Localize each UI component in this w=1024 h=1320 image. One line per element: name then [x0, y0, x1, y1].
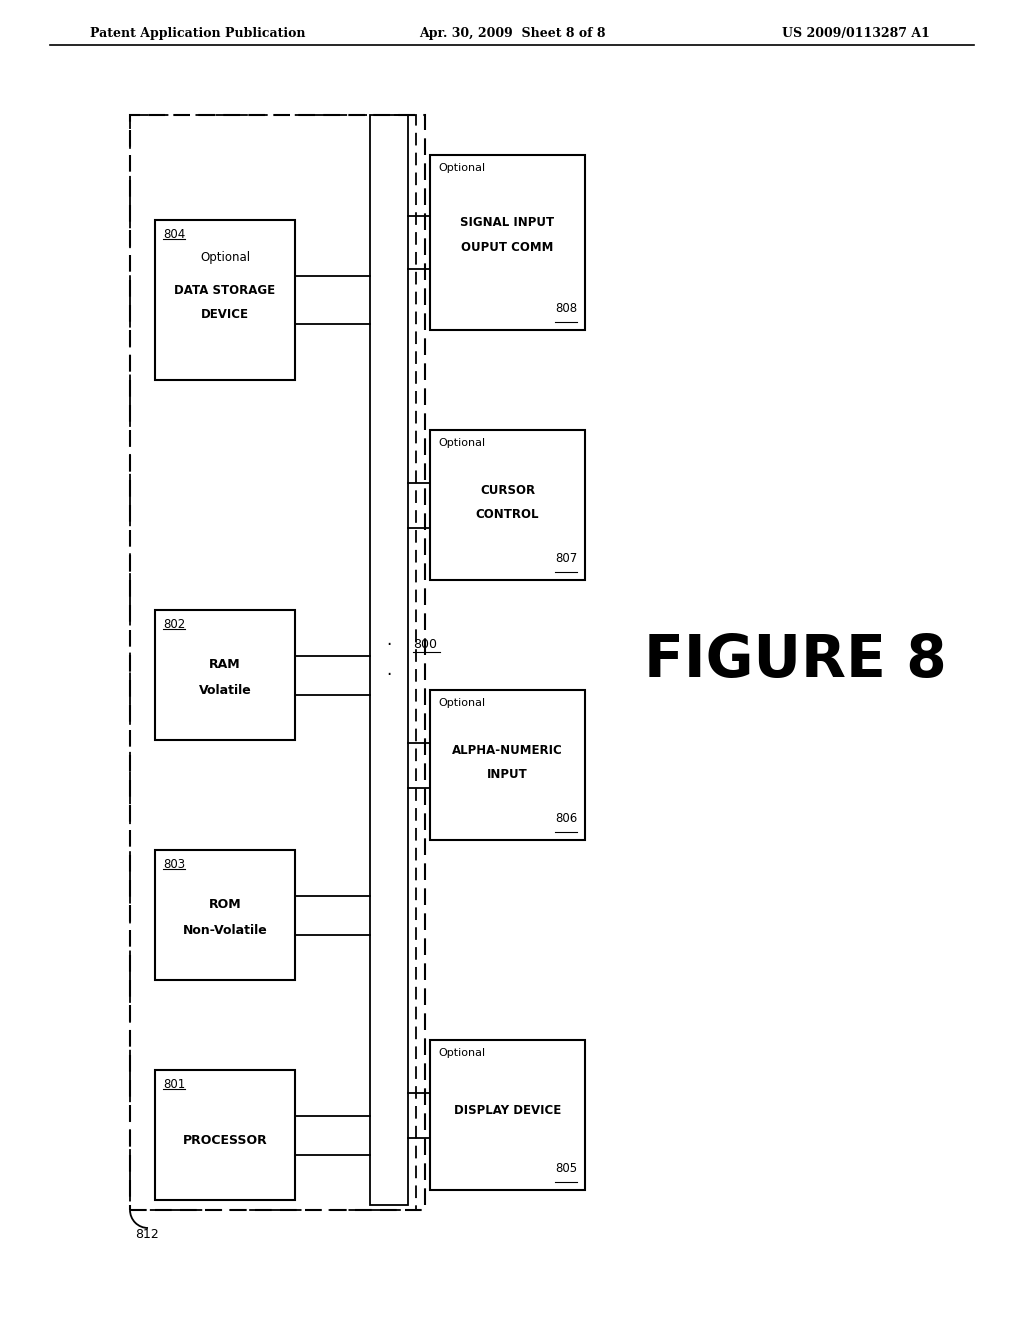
Text: CONTROL: CONTROL	[476, 508, 540, 521]
Bar	[430, 690, 585, 840]
Bar	[430, 430, 585, 579]
Bar	[430, 1040, 585, 1191]
Text: 804: 804	[163, 228, 185, 242]
Text: Optional: Optional	[438, 438, 485, 447]
Text: 806: 806	[555, 812, 577, 825]
Text: 802: 802	[163, 618, 185, 631]
Text: Non-Volatile: Non-Volatile	[182, 924, 267, 936]
Text: ALPHA-NUMERIC: ALPHA-NUMERIC	[453, 743, 563, 756]
Bar	[155, 610, 295, 741]
Bar	[370, 115, 408, 1205]
Text: 808: 808	[555, 302, 577, 315]
Text: Optional: Optional	[200, 252, 250, 264]
Bar	[155, 850, 295, 979]
Text: CURSOR: CURSOR	[480, 483, 536, 496]
Text: INPUT: INPUT	[487, 768, 528, 781]
Text: ROM: ROM	[209, 899, 242, 912]
Text: DEVICE: DEVICE	[201, 309, 249, 322]
Text: 800: 800	[413, 639, 437, 652]
Text: .: .	[386, 661, 391, 678]
Text: 812: 812	[135, 1228, 159, 1241]
Text: Patent Application Publication: Patent Application Publication	[90, 26, 305, 40]
Text: 805: 805	[555, 1162, 577, 1175]
Bar	[130, 115, 425, 1210]
Text: US 2009/0113287 A1: US 2009/0113287 A1	[782, 26, 930, 40]
Text: Optional: Optional	[438, 1048, 485, 1059]
Text: .: .	[386, 631, 391, 649]
Bar	[130, 115, 416, 1210]
Bar	[155, 1071, 295, 1200]
Text: Volatile: Volatile	[199, 684, 251, 697]
Text: RAM: RAM	[209, 659, 241, 672]
Bar	[155, 220, 295, 380]
Text: SIGNAL INPUT: SIGNAL INPUT	[461, 216, 555, 228]
Text: 801: 801	[163, 1078, 185, 1092]
Text: 803: 803	[163, 858, 185, 871]
Text: Apr. 30, 2009  Sheet 8 of 8: Apr. 30, 2009 Sheet 8 of 8	[419, 26, 605, 40]
Text: FIGURE 8: FIGURE 8	[644, 631, 946, 689]
Text: Optional: Optional	[438, 162, 485, 173]
Text: DATA STORAGE: DATA STORAGE	[174, 284, 275, 297]
Bar	[430, 154, 585, 330]
Text: Optional: Optional	[438, 698, 485, 708]
Text: PROCESSOR: PROCESSOR	[182, 1134, 267, 1147]
Text: OUPUT COMM: OUPUT COMM	[462, 242, 554, 253]
Text: DISPLAY DEVICE: DISPLAY DEVICE	[454, 1104, 561, 1117]
Text: 807: 807	[555, 552, 577, 565]
